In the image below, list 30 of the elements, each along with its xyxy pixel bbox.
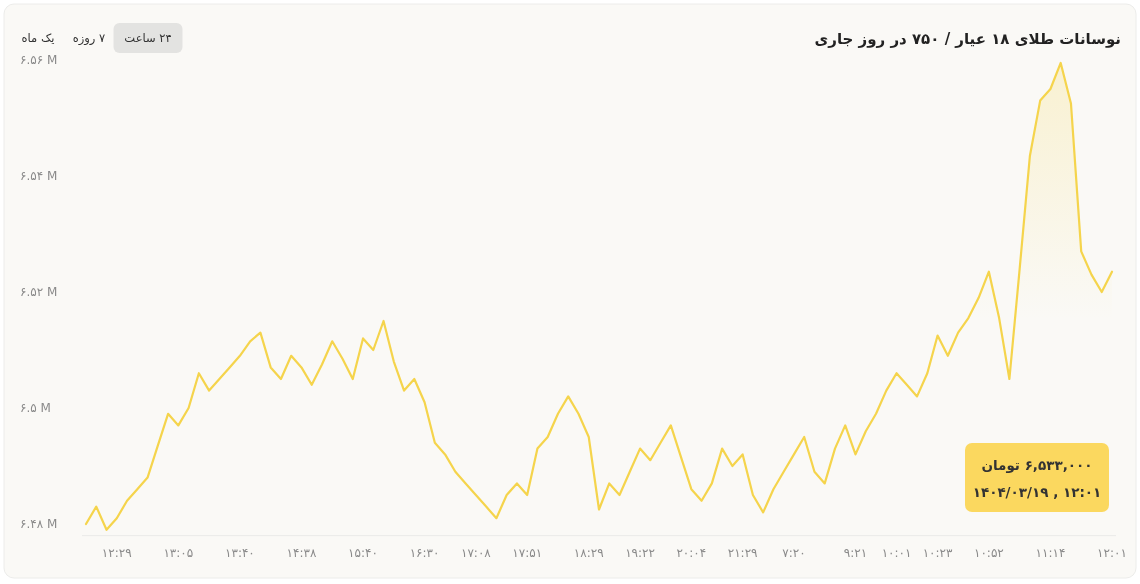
x-tick-label: ۱۵:۴۰ xyxy=(348,546,378,560)
y-tick-label: ۶.۵۶ M xyxy=(20,53,58,68)
annotation: ۶,۵۳۳,۰۰۰ تومان xyxy=(981,457,1093,473)
x-tick-label: ۱۰:۰۱ xyxy=(881,546,912,560)
x-tick-label: ۱۳:۴۰ xyxy=(224,546,255,560)
text: ۷ روزه xyxy=(72,31,106,46)
x-tick-label: ۱۹:۲۲ xyxy=(625,546,655,560)
x-tick-label: ۱۱:۱۴ xyxy=(1035,546,1066,560)
x-tick-label: ۲۱:۲۹ xyxy=(727,546,758,560)
y-tick-label: ۶.۵۴ M xyxy=(20,169,58,184)
x-tick-label: ۱۲:۰۱ xyxy=(1097,546,1127,560)
x-tick-label: ۱۰:۲۳ xyxy=(922,546,954,560)
y-tick-label: ۶.۵ M xyxy=(20,401,51,416)
annotation: ۱۴۰۴/۰۳/۱۹ , ۱۲:۰۱ xyxy=(972,484,1102,500)
x-tick-label: ۹:۲۱ xyxy=(843,546,868,560)
x-tick-label: ۱۷:۰۸ xyxy=(460,546,492,560)
x-tick-label: ۷:۲۰ xyxy=(782,546,806,560)
x-tick-label: ۱۳:۰۵ xyxy=(163,546,194,560)
y-tick-label: ۶.۴۸ M xyxy=(20,517,58,532)
x-tick-label: ۱۲:۲۹ xyxy=(101,546,132,560)
text: ۲۴ ساعت xyxy=(124,31,172,45)
y-tick-label: ۶.۵۲ M xyxy=(20,285,58,300)
x-tick-label: ۱۰:۵۲ xyxy=(973,546,1004,560)
x-tick-label: ۱۶:۳۰ xyxy=(409,546,440,560)
x-tick-label: ۱۷:۵۱ xyxy=(512,546,543,560)
chart-title: نوسانات طلای ۱۸ عیار / ۷۵۰ در روز جاری xyxy=(814,30,1121,48)
x-tick-label: ۱۴:۳۸ xyxy=(286,546,317,560)
x-tick-label: ۲۰:۰۴ xyxy=(676,546,707,560)
x-tick-label: ۱۸:۲۹ xyxy=(573,546,604,560)
text: یک ماه xyxy=(21,31,55,45)
